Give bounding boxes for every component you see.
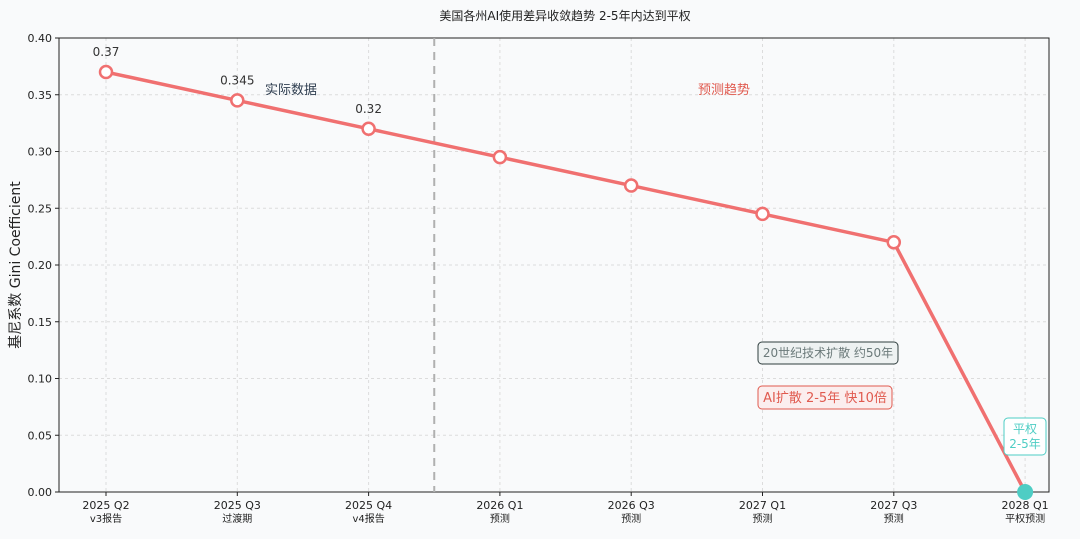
data-point-marker (361, 121, 376, 137)
actual-data-label: 实际数据 (265, 83, 317, 98)
data-point-marker (230, 93, 245, 108)
y-tick-label: 0.20 (28, 259, 53, 272)
century-diffusion-annotation: 20世纪技术扩散 约50年 (757, 341, 899, 365)
data-label-layer: 0.37 0.345 0.32 (93, 45, 382, 116)
x-tick-label-period: 2027 Q3 (870, 499, 917, 512)
y-tick-label: 0.05 (28, 429, 53, 442)
x-tick-label-note: 过渡期 (222, 512, 252, 525)
x-tick-label-note: 预测 (490, 512, 510, 525)
data-label: 0.37 (93, 45, 120, 59)
data-point-marker (755, 206, 770, 222)
axis-layer: 0.00 0.05 0.10 0.15 0.20 0.25 0.30 0.35 0.40 2025… (28, 32, 1050, 525)
y-tick-label: 0.40 (28, 32, 53, 45)
y-tick-label: 0.25 (28, 202, 53, 215)
x-tick-label-note: 平权预测 (1005, 512, 1045, 525)
x-tick-label-period: 2025 Q4 (345, 499, 392, 512)
parity-box (1003, 417, 1047, 456)
parity-endpoint-marker (1017, 484, 1034, 500)
y-tick-label: 0.00 (28, 486, 53, 499)
x-tick-label-note: 预测 (753, 512, 773, 525)
x-tick-label-note: v3报告 (90, 512, 122, 525)
series-layer (98, 64, 1034, 500)
data-point-marker (492, 149, 508, 165)
x-tick-label-period: 2026 Q3 (608, 499, 655, 512)
x-tick-label-note: 预测 (621, 512, 641, 525)
parity-text-line2: 2-5年 (1009, 437, 1041, 451)
forecast-trend-label: 预测趋势 (698, 82, 750, 98)
x-tick-label-period: 2025 Q2 (82, 499, 129, 512)
y-tick-label: 0.15 (28, 316, 53, 329)
plot-frame (58, 37, 1050, 493)
x-tick-label-period: 2028 Q1 (1002, 499, 1049, 512)
x-tick-label-period: 2025 Q3 (214, 499, 261, 512)
ai-diffusion-text: AI扩散 2-5年 快10倍 (763, 391, 887, 406)
parity-annotation: 平权 2-5年 (1003, 417, 1047, 456)
y-axis-label: 基尼系数 Gini Coefficient (7, 181, 24, 349)
x-tick-label-note: v4报告 (352, 512, 384, 525)
chart-title: 美国各州AI使用差异收敛趋势 2-5年内达到平权 (439, 8, 690, 23)
gini-series-line (105, 70, 1027, 493)
y-tick-label: 0.30 (28, 146, 53, 159)
ai-diffusion-annotation: AI扩散 2-5年 快10倍 (757, 385, 893, 410)
data-point-marker (623, 178, 639, 193)
century-diffusion-box (757, 341, 899, 365)
x-tick-label-note: 预测 (884, 512, 904, 525)
data-point-marker (98, 64, 114, 80)
y-tick-label: 0.10 (28, 373, 53, 386)
data-point-marker (886, 235, 902, 250)
y-tick-label: 0.35 (28, 89, 53, 102)
parity-text-line1: 平权 (1013, 422, 1037, 436)
x-tick-label-period: 2026 Q1 (476, 499, 523, 512)
century-diffusion-text: 20世纪技术扩散 约50年 (763, 345, 893, 360)
ai-diffusion-box (757, 385, 893, 410)
data-label: 0.32 (355, 102, 382, 116)
x-tick-label-period: 2027 Q1 (739, 499, 786, 512)
data-label: 0.345 (220, 73, 254, 87)
